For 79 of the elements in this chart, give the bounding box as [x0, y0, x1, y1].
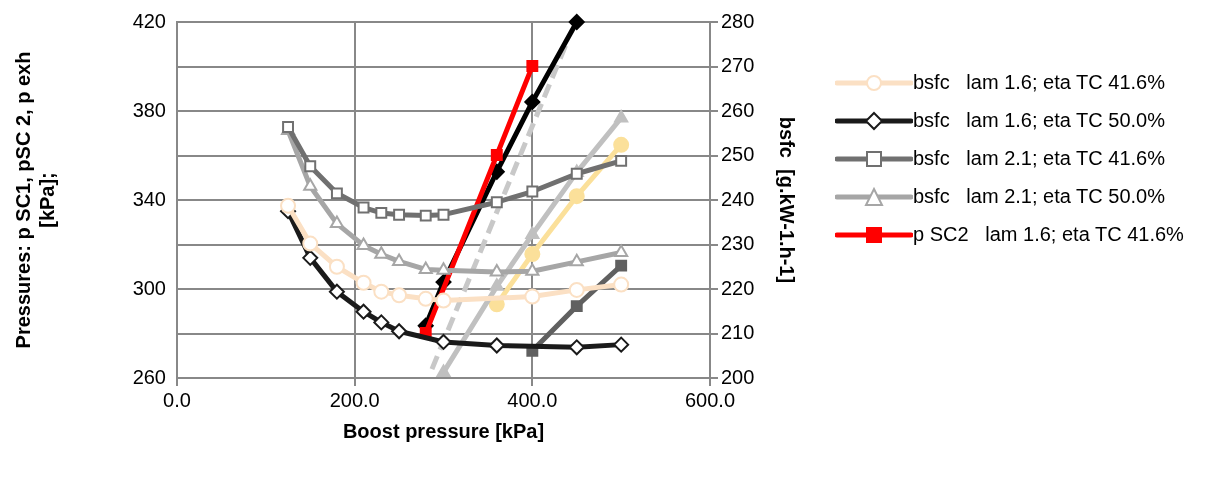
y2-tick-label: 260: [721, 98, 755, 121]
y-axis-title: Pressures: p SC1, pSC 2, p exh [kPa];: [11, 51, 58, 349]
point: [613, 336, 630, 353]
point: [355, 303, 372, 320]
point: [568, 339, 585, 356]
y-tick-label: 300: [132, 276, 166, 299]
point: [435, 333, 452, 350]
y-tick-label: 260: [132, 365, 166, 388]
legend-label: bsfc lam 1.6; eta TC 50.0%: [913, 108, 1166, 132]
legend-label: bsfc lam 2.1; eta TC 50.0%: [913, 184, 1166, 208]
point: [393, 208, 406, 221]
legend-label: bsfc lam 2.1; eta TC 41.6%: [913, 146, 1166, 170]
point: [525, 226, 540, 239]
point: [488, 337, 505, 354]
x-axis-title: Boost pressure [kPa]: [342, 419, 545, 442]
point: [417, 290, 434, 307]
point: [437, 208, 450, 221]
point: [489, 264, 504, 277]
point: [526, 185, 539, 198]
point: [524, 288, 541, 305]
point: [568, 188, 585, 205]
point: [568, 14, 585, 30]
y-tick-label: 420: [132, 9, 166, 32]
point: [391, 287, 408, 304]
point: [435, 292, 452, 309]
point: [418, 261, 433, 274]
point: [568, 281, 585, 298]
point: [569, 253, 584, 267]
y-tick-label: 340: [132, 187, 166, 210]
y2-tick-label: 230: [721, 232, 755, 255]
point: [302, 235, 319, 252]
point: [525, 263, 540, 276]
x-tick-label: 600.0: [684, 388, 736, 411]
point: [613, 136, 630, 153]
point: [328, 258, 345, 275]
y2-tick-label: 250: [721, 143, 755, 166]
point: [391, 323, 408, 340]
point: [392, 253, 407, 266]
point: [613, 276, 630, 293]
point: [615, 154, 628, 167]
point: [419, 209, 432, 222]
point: [329, 215, 344, 229]
x-tick-label: 0.0: [163, 388, 191, 411]
point: [524, 93, 541, 110]
y2-tick-label: 200: [721, 365, 755, 388]
point: [357, 201, 370, 214]
point: [615, 259, 628, 272]
point: [355, 274, 372, 291]
point: [303, 178, 318, 191]
point: [436, 262, 451, 275]
legend-label: bsfc lam 1.6; eta TC 41.6%: [913, 70, 1166, 94]
point: [614, 244, 629, 258]
point: [490, 149, 503, 162]
point: [436, 364, 451, 377]
point: [614, 109, 629, 123]
point: [302, 249, 319, 266]
point: [489, 278, 504, 291]
point: [570, 300, 583, 313]
point: [280, 197, 297, 214]
y2-tick-label: 210: [721, 321, 755, 344]
point: [570, 167, 583, 180]
y2-axis-title: bsfc [g.kW-1.h-1]: [776, 116, 799, 284]
y-tick-label: 380: [132, 98, 166, 121]
legend-label: p SC2 lam 1.6; eta TC 41.6%: [913, 222, 1185, 246]
y2-tick-label: 280: [721, 9, 755, 32]
x-tick-label: 200.0: [329, 388, 380, 411]
y2-tick-label: 270: [721, 54, 755, 77]
point: [330, 187, 343, 200]
point: [524, 246, 541, 263]
point: [490, 196, 503, 209]
point: [328, 283, 345, 300]
point: [375, 206, 388, 219]
point: [373, 283, 390, 300]
point: [304, 160, 317, 173]
x-tick-label: 400.0: [507, 388, 558, 411]
y2-tick-label: 220: [721, 276, 755, 299]
y2-tick-label: 240: [721, 187, 755, 210]
point: [526, 60, 539, 73]
point: [373, 314, 390, 331]
